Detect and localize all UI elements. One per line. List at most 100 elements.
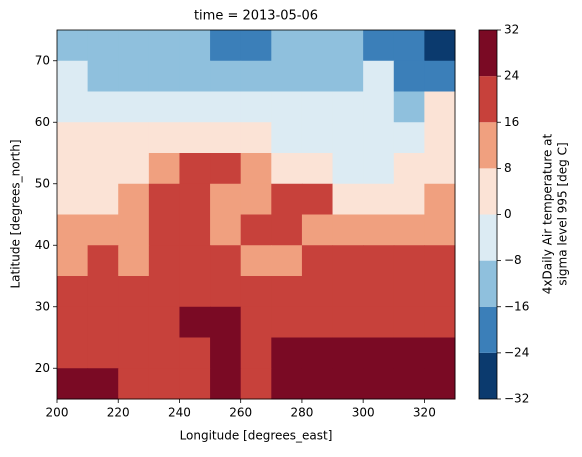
contour-cell <box>148 91 180 123</box>
contour-cell <box>240 337 272 369</box>
contour-cell <box>179 214 211 246</box>
contour-cell <box>179 60 211 92</box>
contour-cell <box>210 276 242 308</box>
contour-cell <box>301 276 334 308</box>
contour-cell <box>57 214 89 246</box>
contour-cell <box>363 306 395 338</box>
contour-cell <box>87 91 119 123</box>
contour-cell <box>332 153 364 185</box>
plot-area <box>57 30 456 400</box>
contour-cell <box>301 30 334 62</box>
contour-cell <box>148 122 180 154</box>
contour-cell <box>57 30 89 62</box>
contour-cell <box>87 276 119 308</box>
colorbar-label: sigma level 995 [deg C] <box>556 142 570 285</box>
contour-cell <box>87 122 119 154</box>
contour-cell <box>179 122 211 154</box>
contour-cell <box>332 214 364 246</box>
colorbar-tick-label: 16 <box>504 115 519 129</box>
colorbar-band <box>479 168 497 215</box>
contour-cell <box>87 30 119 62</box>
colorbar-band <box>479 30 497 77</box>
contour-cell <box>301 214 334 246</box>
contour-cell <box>301 60 334 92</box>
colorbar-band <box>479 214 497 261</box>
contour-cell <box>118 306 150 338</box>
contour-cell <box>240 153 272 185</box>
contour-cell <box>210 306 242 338</box>
contour-cell <box>393 368 425 400</box>
contour-cell <box>210 91 242 123</box>
contour-cell <box>424 337 456 369</box>
contour-cell <box>332 183 364 215</box>
contour-cell <box>393 306 425 338</box>
contour-cell <box>363 122 395 154</box>
contour-cell <box>240 245 272 277</box>
contour-cell <box>393 337 425 369</box>
contour-cell <box>179 245 211 277</box>
contour-cell <box>57 306 89 338</box>
contour-cell <box>301 245 334 277</box>
contour-cell <box>87 60 119 92</box>
y-tick-label: 50 <box>35 176 50 190</box>
contour-cell <box>271 30 303 62</box>
contour-cell <box>363 153 395 185</box>
contour-cell <box>210 60 242 92</box>
contour-cell <box>332 60 364 92</box>
contour-cell <box>363 30 395 62</box>
contour-cell <box>87 183 119 215</box>
colorbar-band <box>479 76 497 123</box>
contour-cell <box>424 183 456 215</box>
contour-cell <box>118 337 150 369</box>
contour-cell <box>118 91 150 123</box>
contour-cell <box>87 153 119 185</box>
contour-cell <box>57 153 89 185</box>
contour-cell <box>118 122 150 154</box>
contour-cell <box>148 183 180 215</box>
contour-cell <box>301 153 334 185</box>
contour-cell <box>363 60 395 92</box>
x-tick-label: 300 <box>352 406 375 420</box>
contour-cell <box>393 122 425 154</box>
colorbar-band <box>479 306 497 353</box>
plot-frame <box>56 29 456 400</box>
contour-cell <box>301 91 334 123</box>
contour-cell <box>118 245 150 277</box>
contour-cell <box>301 337 334 369</box>
contour-cell <box>393 183 425 215</box>
contour-cell <box>240 276 272 308</box>
contour-cell <box>57 368 89 400</box>
contour-cell <box>179 30 211 62</box>
contour-cell <box>363 91 395 123</box>
contour-cell <box>148 214 180 246</box>
contour-cell <box>240 368 272 400</box>
contour-cell <box>424 368 456 400</box>
contour-cell <box>393 60 425 92</box>
contour-cell <box>210 153 242 185</box>
contour-cell <box>363 183 395 215</box>
x-tick-label: 320 <box>413 406 436 420</box>
contour-cell <box>424 306 456 338</box>
contour-cell <box>393 214 425 246</box>
contour-cell <box>210 337 242 369</box>
contour-cell <box>118 214 150 246</box>
colorbar-tick-label: 24 <box>504 69 519 83</box>
contour-cell <box>424 30 456 62</box>
contour-cell <box>148 60 180 92</box>
contour-cell <box>87 368 119 400</box>
contour-cell <box>57 337 89 369</box>
colorbar-tick-label: 8 <box>504 161 512 175</box>
contour-cell <box>57 91 89 123</box>
contour-cell <box>210 214 242 246</box>
contour-cell <box>332 306 364 338</box>
contour-cell <box>148 337 180 369</box>
contour-cell <box>240 30 272 62</box>
contour-cell <box>148 276 180 308</box>
contour-cell <box>424 214 456 246</box>
y-tick-label: 40 <box>35 238 50 252</box>
contour-cell <box>332 368 364 400</box>
contour-cell <box>301 183 334 215</box>
contour-cell <box>393 91 425 123</box>
contour-cell <box>271 214 303 246</box>
